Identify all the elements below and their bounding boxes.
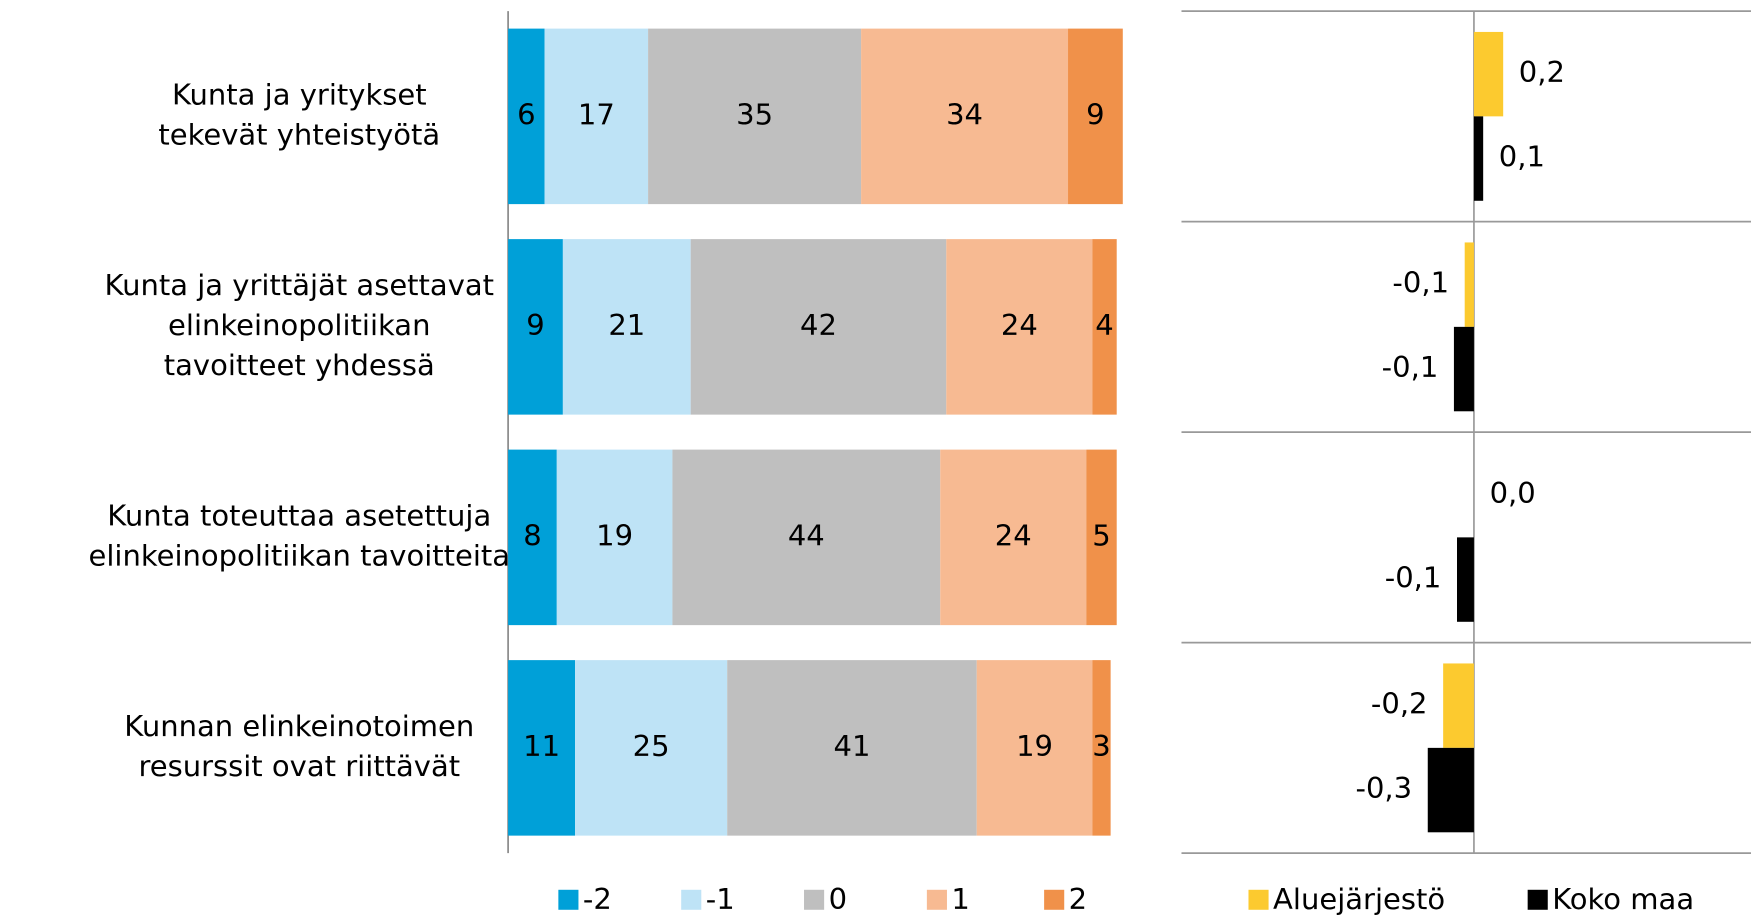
bar-segment [556, 449, 673, 626]
legend-label: 1 [951, 882, 969, 916]
bar-segment [940, 449, 1087, 626]
data-label: 5 [1092, 518, 1110, 552]
data-label: 34 [946, 97, 983, 131]
bar-segment [727, 660, 977, 836]
bar [1473, 31, 1504, 117]
legend-swatch [558, 889, 579, 910]
legend-swatch [1248, 889, 1269, 910]
legend-label: -2 [583, 882, 612, 916]
bar-segment [1092, 660, 1111, 836]
category-label: Kunta toteuttaa asetettuja [107, 498, 491, 532]
legend-label: 0 [829, 882, 847, 916]
bar-segment [861, 28, 1069, 205]
legend-swatch [804, 889, 825, 910]
data-label: 44 [788, 518, 825, 552]
legend-swatch [926, 889, 947, 910]
data-label: -0,1 [1382, 350, 1439, 384]
data-label: 17 [578, 97, 615, 131]
data-label: 35 [736, 97, 773, 131]
bar-segment [946, 239, 1093, 415]
legend-label: -1 [706, 882, 735, 916]
data-label: 4 [1095, 308, 1113, 342]
bar-segment [976, 660, 1093, 836]
data-label: 6 [517, 97, 535, 131]
data-label: 24 [1001, 308, 1038, 342]
bar [1457, 537, 1474, 622]
data-label: 21 [608, 308, 645, 342]
legend-swatch [681, 889, 702, 910]
legend-label: Aluejärjestö [1273, 882, 1445, 916]
bar [1473, 116, 1484, 201]
data-label: 11 [523, 729, 560, 763]
bar-segment [1092, 239, 1117, 415]
data-label: 19 [1016, 729, 1053, 763]
data-label: 0,2 [1519, 55, 1565, 89]
legend-label: 2 [1069, 882, 1087, 916]
bar-segment [544, 28, 649, 205]
category-label: tavoitteet yhdessä [164, 348, 435, 382]
data-label: -0,3 [1356, 771, 1413, 805]
data-label: 8 [523, 518, 541, 552]
data-label: 9 [526, 308, 544, 342]
bar-segment [1086, 449, 1117, 626]
data-label: 3 [1092, 729, 1110, 763]
data-label: 42 [800, 308, 837, 342]
legend-label: Koko maa [1552, 882, 1694, 916]
bar-segment [690, 239, 947, 415]
data-label: 0,1 [1499, 140, 1545, 174]
legend-swatch [1044, 889, 1065, 910]
category-label: resurssit ovat riittävät [138, 749, 460, 783]
category-label: elinkeinopolitiikan [168, 308, 430, 342]
data-label: -0,1 [1385, 561, 1442, 595]
category-label: elinkeinopolitiikan tavoitteita [88, 538, 510, 572]
category-label: Kunta ja yritykset [172, 77, 427, 111]
category-label: tekevät yhteistyötä [158, 117, 440, 151]
bar-segment [648, 28, 862, 205]
bar [1464, 242, 1474, 327]
category-label: Kunta ja yrittäjät asettavat [105, 268, 495, 302]
bar-segment [562, 239, 691, 415]
data-label: 41 [834, 729, 871, 763]
bar [1443, 663, 1474, 748]
bar-segment [508, 28, 545, 205]
bar-segment [508, 449, 557, 626]
bar-segment [508, 660, 576, 836]
data-label: 19 [596, 518, 633, 552]
bar-segment [575, 660, 728, 836]
data-label: -0,2 [1371, 687, 1428, 721]
bar-segment [672, 449, 941, 626]
category-label: Kunnan elinkeinotoimen [124, 709, 474, 743]
data-label: 25 [633, 729, 670, 763]
bar [1453, 326, 1474, 412]
bar-segment [1068, 28, 1123, 205]
data-label: 0,0 [1490, 476, 1536, 510]
legend-swatch [1527, 889, 1548, 910]
data-label: -0,1 [1392, 266, 1449, 300]
data-label: 9 [1086, 97, 1104, 131]
bar [1427, 747, 1474, 833]
data-label: 24 [995, 518, 1032, 552]
bar-segment [508, 239, 563, 415]
